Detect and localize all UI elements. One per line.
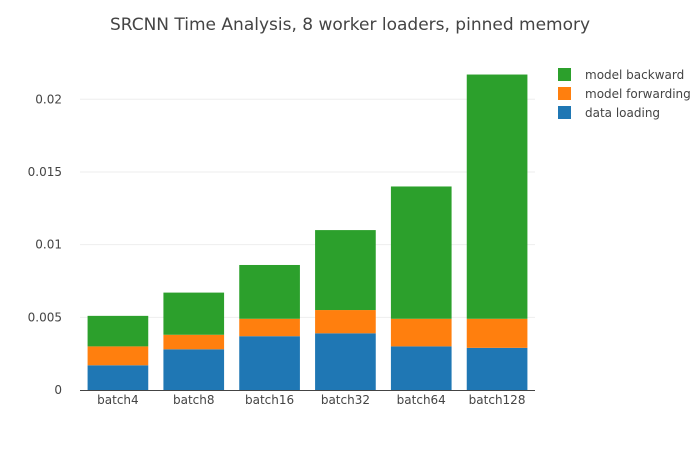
legend-item-model-backward[interactable]: model backward [558, 68, 684, 82]
legend-label: model backward [585, 68, 684, 82]
x-tick-label: batch64 [397, 393, 446, 407]
bar-model-forwarding-batch128[interactable] [466, 318, 528, 348]
legend-item-model-forwarding[interactable]: model forwarding [558, 87, 691, 101]
bar-model-forwarding-batch8[interactable] [163, 334, 225, 350]
legend[interactable]: model backward model forwarding data loadi… [558, 68, 691, 120]
bar-model-backward-batch32[interactable] [315, 230, 376, 311]
y-tick-label: 0.005 [28, 310, 62, 324]
bar-model-forwarding-batch64[interactable] [390, 318, 452, 347]
bars [87, 74, 528, 390]
bar-data-loading-batch8[interactable] [163, 349, 225, 390]
x-tick-label: batch4 [97, 393, 139, 407]
bar-model-forwarding-batch4[interactable] [87, 346, 149, 366]
bar-model-backward-batch8[interactable] [163, 292, 225, 335]
bar-data-loading-batch4[interactable] [87, 365, 149, 390]
grid [80, 98, 535, 318]
x-tick-label: batch32 [321, 393, 370, 407]
legend-label: model forwarding [585, 87, 691, 101]
bar-data-loading-batch32[interactable] [315, 333, 376, 390]
x-tick-label: batch128 [469, 393, 526, 407]
legend-swatch [558, 68, 571, 81]
y-tick-label: 0.01 [35, 238, 62, 252]
bar-model-backward-batch64[interactable] [390, 186, 452, 319]
bar-model-forwarding-batch16[interactable] [239, 318, 300, 337]
axes: 0 0.005 0.01 0.015 0.02 batch4 batch8 batch16 ba… [28, 92, 535, 407]
bar-model-backward-batch4[interactable] [87, 315, 149, 347]
bar-data-loading-batch128[interactable] [466, 347, 528, 390]
legend-item-data-loading[interactable]: data loading [558, 106, 660, 120]
legend-swatch [558, 87, 571, 100]
bar-model-forwarding-batch32[interactable] [315, 310, 376, 334]
bar-data-loading-batch16[interactable] [239, 336, 300, 390]
legend-swatch [558, 106, 571, 119]
legend-label: data loading [585, 106, 660, 120]
x-tick-label: batch8 [173, 393, 215, 407]
bar-model-backward-batch16[interactable] [239, 264, 300, 319]
y-tick-label: 0.015 [28, 165, 62, 179]
x-tick-label: batch16 [245, 393, 294, 407]
bar-data-loading-batch64[interactable] [390, 346, 452, 390]
bar-model-backward-batch128[interactable] [466, 74, 528, 319]
chart-title: SRCNN Time Analysis, 8 worker loaders, p… [110, 15, 590, 35]
y-tick-label: 0 [54, 383, 62, 397]
y-tick-label: 0.02 [35, 92, 62, 106]
